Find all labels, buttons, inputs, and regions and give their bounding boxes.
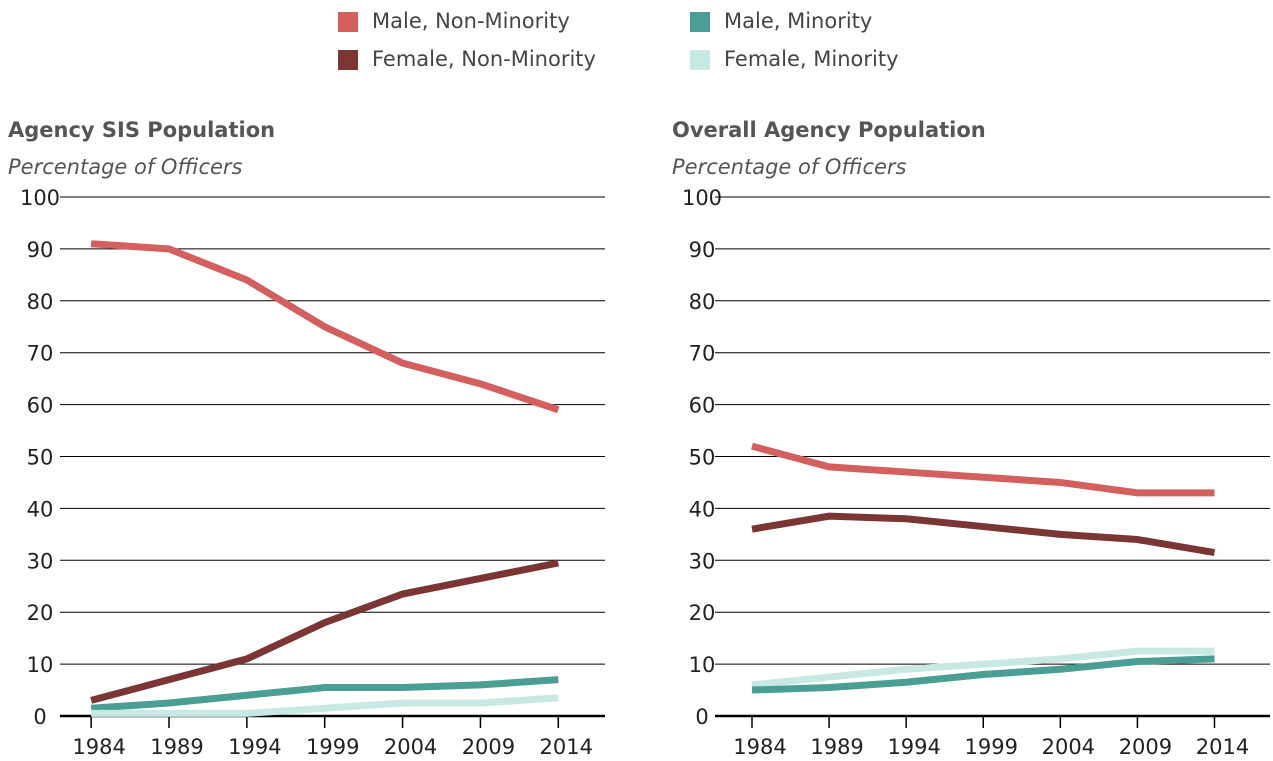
x-tick-label: 1989 <box>810 735 863 759</box>
x-tick-label: 1984 <box>733 735 786 759</box>
legend-label: Female, Non-Minority <box>372 47 596 71</box>
y-tick-label: 60 <box>27 394 54 418</box>
y-tick-label: 90 <box>27 238 54 262</box>
x-tick-label: 2009 <box>1119 735 1172 759</box>
x-tick-label: 1994 <box>887 735 940 759</box>
series-line: Female, Minority <box>751 647 1215 689</box>
y-tick-label: 20 <box>27 601 54 625</box>
y-tick-label: 30 <box>689 549 716 573</box>
y-tick-label: 0 <box>695 705 708 729</box>
panel-subtitle: Percentage of Officers <box>672 155 907 179</box>
series-line <box>90 559 559 704</box>
legend-swatch <box>690 12 710 32</box>
y-tick-label: 10 <box>689 653 716 677</box>
y-tick-label: 60 <box>689 394 716 418</box>
series-line <box>90 676 559 712</box>
x-tick-label: 2014 <box>540 735 593 759</box>
y-tick-label: 30 <box>27 549 54 573</box>
y-tick-label: 100 <box>682 186 722 210</box>
x-tick-label: 1999 <box>965 735 1018 759</box>
x-tick-label: 2014 <box>1196 735 1249 759</box>
legend-swatch <box>338 50 358 70</box>
y-tick-label: 40 <box>689 497 716 521</box>
y-tick-label: 70 <box>689 342 716 366</box>
y-tick-label: 20 <box>689 601 716 625</box>
y-tick-label: 100 <box>20 186 60 210</box>
x-tick-label: 1984 <box>72 735 125 759</box>
panel-title: Overall Agency Population <box>672 118 986 142</box>
series-line <box>91 694 559 717</box>
series-line <box>90 240 560 414</box>
legend-swatch <box>338 12 358 32</box>
y-tick-label: 80 <box>689 290 716 314</box>
x-tick-label: 1999 <box>306 735 359 759</box>
panel-subtitle: Percentage of Officers <box>8 155 243 179</box>
panel-title: Agency SIS Population <box>8 118 275 142</box>
x-tick-label: 1994 <box>228 735 281 759</box>
y-tick-label: 90 <box>689 238 716 262</box>
x-tick-label: 2004 <box>384 735 437 759</box>
y-tick-label: 0 <box>33 705 46 729</box>
y-tick-label: 70 <box>27 342 54 366</box>
series-line: Female, Non-Minority <box>751 512 1216 556</box>
y-tick-label: 10 <box>27 653 54 677</box>
y-tick-label: 80 <box>27 290 54 314</box>
series-line: Male, Minority <box>751 655 1215 694</box>
y-tick-label: 40 <box>27 497 54 521</box>
x-tick-label: 1989 <box>150 735 203 759</box>
legend-swatch <box>690 50 710 70</box>
series-line: Male, Non-Minority <box>751 442 1215 497</box>
y-tick-label: 50 <box>689 446 716 470</box>
legend-label: Female, Minority <box>724 47 899 71</box>
legend-label: Male, Non-Minority <box>372 9 570 33</box>
x-tick-label: 2009 <box>462 735 515 759</box>
x-tick-label: 2004 <box>1042 735 1095 759</box>
legend-label: Male, Minority <box>724 9 872 33</box>
y-tick-label: 50 <box>27 446 54 470</box>
